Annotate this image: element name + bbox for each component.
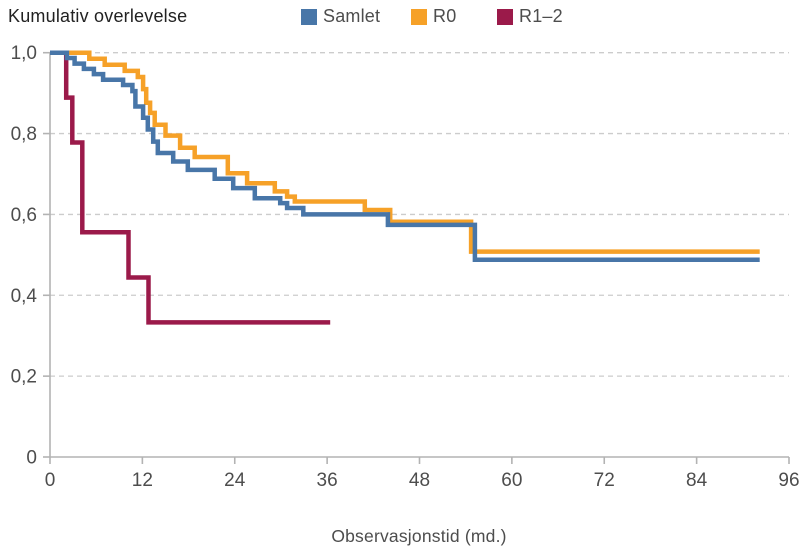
x-tick-label: 0 — [45, 470, 56, 491]
x-axis-title: Observasjonstid (md.) — [331, 526, 507, 546]
y-tick-label: 0,6 — [11, 205, 37, 226]
y-tick-label: 0,2 — [11, 367, 37, 388]
legend-label: Samlet — [323, 6, 381, 26]
axes — [43, 51, 790, 464]
legend-item-r1-2: R1–2 — [497, 6, 563, 27]
chart-title: Kumulativ overlevelse — [8, 6, 188, 26]
curve-Samlet — [50, 50, 760, 262]
y-tick-label: 1,0 — [11, 43, 37, 64]
legend-item-r0: R0 — [411, 6, 456, 27]
legend-item-samlet: Samlet — [301, 6, 380, 27]
x-tick-label: 72 — [594, 470, 615, 491]
samlet-legend-swatch — [301, 8, 317, 25]
legend-label: R1–2 — [519, 6, 563, 26]
x-tick-label: 36 — [317, 470, 338, 491]
curve-R1–2 — [50, 50, 331, 325]
legend-label: R0 — [433, 6, 457, 26]
x-tick-label: 12 — [132, 470, 153, 491]
y-tick-label: 0,4 — [11, 286, 38, 307]
r1-2-legend-swatch — [497, 8, 513, 25]
survival-curves — [50, 50, 760, 325]
y-tick-label: 0,8 — [11, 124, 37, 145]
x-tick-label: 48 — [409, 470, 430, 491]
y-tick-label: 0 — [26, 448, 37, 469]
curve-R0 — [50, 50, 760, 254]
legend: Samlet R0 R1–2 — [0, 0, 800, 30]
tick-labels: 0 0,2 0,4 0,6 0,8 1,0 0 12 24 36 48 60 72 84 96 — [11, 43, 800, 491]
gridlines — [50, 52, 789, 377]
x-tick-label: 84 — [686, 470, 708, 491]
x-tick-label: 24 — [224, 470, 246, 491]
x-tick-label: 60 — [501, 470, 522, 491]
r0-legend-swatch — [411, 8, 427, 25]
x-tick-label: 96 — [778, 470, 799, 491]
